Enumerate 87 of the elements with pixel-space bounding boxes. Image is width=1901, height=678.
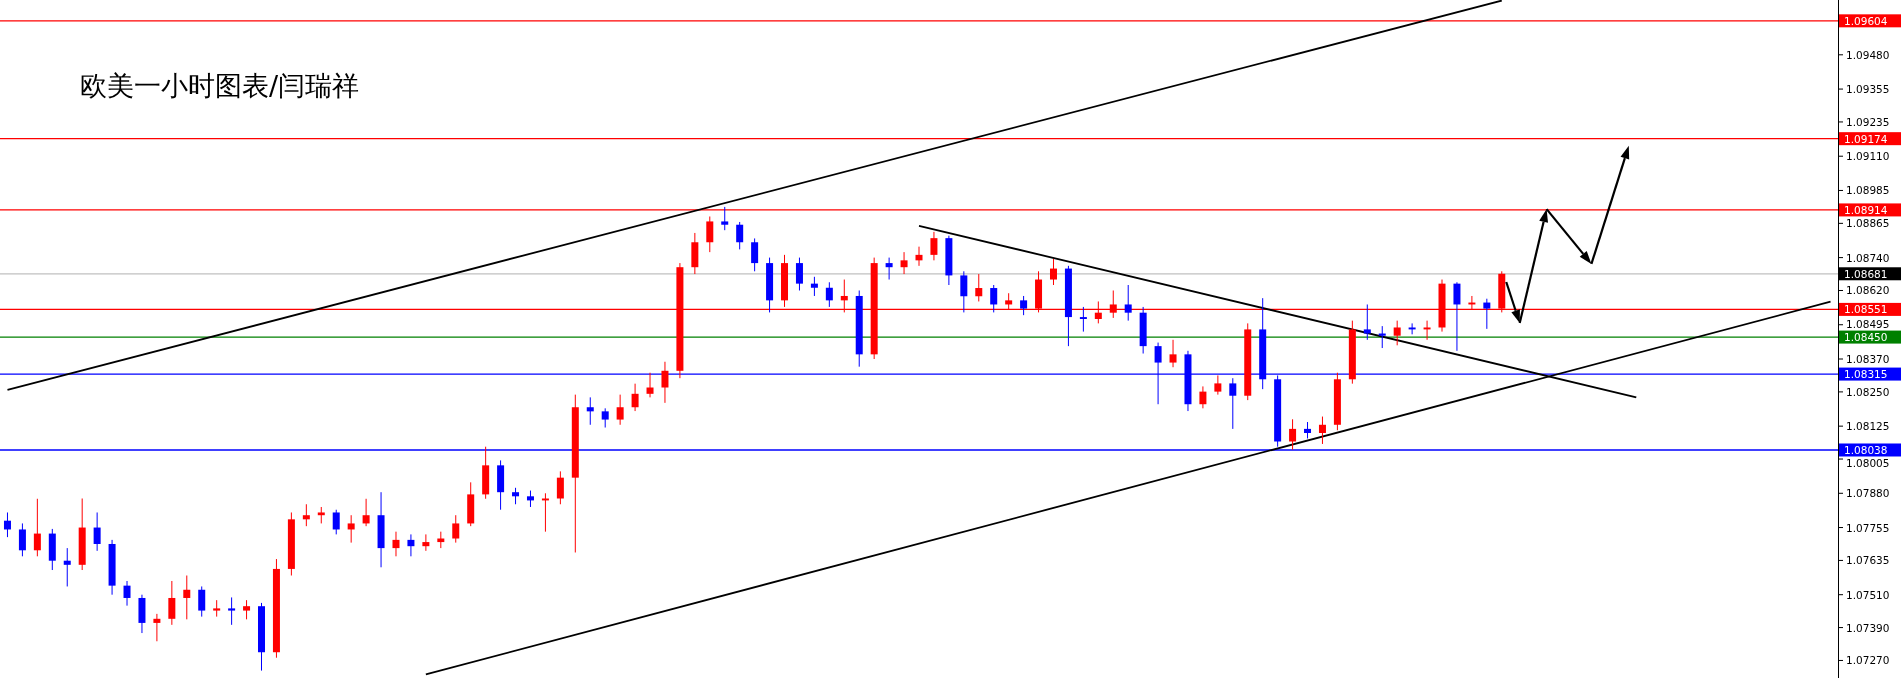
ref-line-label: 1.08551 bbox=[1844, 303, 1888, 316]
y-tick-label: 1.08370 bbox=[1846, 353, 1890, 366]
candlestick bbox=[93, 511, 101, 552]
y-tick-label: 1.08495 bbox=[1846, 318, 1890, 331]
candlestick bbox=[960, 270, 968, 313]
candlestick bbox=[228, 596, 236, 626]
y-tick-label: 1.07880 bbox=[1846, 487, 1890, 500]
ref-line-label: 1.09604 bbox=[1844, 14, 1888, 27]
candlestick bbox=[930, 231, 938, 261]
candlestick bbox=[1483, 298, 1491, 330]
candlestick bbox=[198, 585, 206, 618]
candlestick bbox=[601, 407, 609, 429]
y-tick-label: 1.08985 bbox=[1846, 184, 1890, 197]
candlestick bbox=[975, 273, 983, 302]
candlestick bbox=[362, 498, 370, 527]
ref-line-label: 1.08315 bbox=[1844, 368, 1888, 381]
ref-line-label: 1.08681 bbox=[1844, 267, 1888, 280]
candlestick bbox=[915, 246, 923, 267]
candlestick bbox=[885, 257, 893, 281]
candlestick bbox=[825, 281, 833, 308]
candlestick bbox=[1169, 339, 1177, 368]
y-tick-label: 1.07755 bbox=[1846, 521, 1890, 534]
candlestick bbox=[541, 492, 549, 533]
ref-line-label: 1.09174 bbox=[1844, 132, 1888, 145]
y-tick-label: 1.08005 bbox=[1846, 456, 1890, 469]
y-tick-label: 1.09110 bbox=[1846, 150, 1890, 163]
candlestick bbox=[586, 396, 594, 426]
candlestick bbox=[1289, 418, 1297, 451]
y-tick-label: 1.07510 bbox=[1846, 588, 1890, 601]
candlestick bbox=[452, 514, 460, 544]
candlestick bbox=[900, 251, 908, 275]
candlestick bbox=[347, 514, 355, 544]
candlestick bbox=[751, 237, 759, 272]
y-tick-label: 1.09355 bbox=[1846, 83, 1890, 96]
candlestick bbox=[183, 575, 191, 620]
y-tick-label: 1.09480 bbox=[1846, 48, 1890, 61]
candlestick bbox=[556, 470, 564, 505]
candlestick bbox=[990, 284, 998, 313]
candlestick bbox=[1408, 322, 1416, 335]
y-tick-label: 1.08740 bbox=[1846, 251, 1890, 264]
candlestick bbox=[616, 394, 624, 426]
candlestick bbox=[795, 257, 803, 291]
y-tick-label: 1.07390 bbox=[1846, 621, 1890, 634]
text: 欧美一小时图表/闫瑞祥 bbox=[80, 70, 360, 101]
candlestick bbox=[721, 206, 729, 231]
candlestick bbox=[661, 361, 669, 404]
candlestick bbox=[302, 503, 310, 527]
candlestick bbox=[243, 599, 251, 620]
candlestick bbox=[3, 511, 11, 538]
y-tick-label: 1.08865 bbox=[1846, 217, 1890, 230]
candlestick bbox=[810, 276, 818, 297]
candlestick bbox=[1423, 320, 1431, 341]
candlestick bbox=[422, 533, 430, 552]
candlestick bbox=[1199, 385, 1207, 409]
candlestick bbox=[1124, 284, 1132, 322]
y-tick-label: 1.08125 bbox=[1846, 420, 1890, 433]
candlestick bbox=[1393, 320, 1401, 346]
candlestick bbox=[168, 580, 176, 626]
candlestick bbox=[1049, 258, 1057, 286]
candlestick bbox=[1363, 303, 1371, 341]
ref-line-label: 1.08038 bbox=[1844, 443, 1888, 456]
ref-line-label: 1.08450 bbox=[1844, 331, 1888, 344]
candlestick bbox=[706, 216, 714, 253]
candlestick bbox=[631, 383, 639, 412]
candlestick bbox=[407, 533, 415, 557]
candlestick bbox=[1318, 416, 1326, 445]
candlestick bbox=[332, 509, 340, 535]
candlestick bbox=[392, 531, 400, 557]
candlestick bbox=[1020, 295, 1028, 316]
y-tick-label: 1.07270 bbox=[1846, 654, 1890, 667]
candlestick bbox=[1378, 325, 1386, 349]
candlestick bbox=[1229, 377, 1237, 430]
candlestick bbox=[18, 522, 26, 557]
ref-line-label: 1.08914 bbox=[1844, 203, 1888, 216]
y-tick-label: 1.08250 bbox=[1846, 385, 1890, 398]
candlestick bbox=[1079, 306, 1087, 333]
candlestick bbox=[646, 372, 654, 398]
y-tick-label: 1.08620 bbox=[1846, 284, 1890, 297]
candlestick bbox=[153, 613, 161, 642]
candlestick bbox=[1214, 374, 1222, 396]
candlestick bbox=[123, 580, 131, 607]
candlestick bbox=[736, 221, 744, 250]
candlestick bbox=[1453, 281, 1461, 352]
candlestick bbox=[33, 498, 41, 557]
y-tick-label: 1.09235 bbox=[1846, 115, 1890, 128]
candlestick bbox=[63, 547, 71, 587]
y-tick-label: 1.07635 bbox=[1846, 554, 1890, 567]
